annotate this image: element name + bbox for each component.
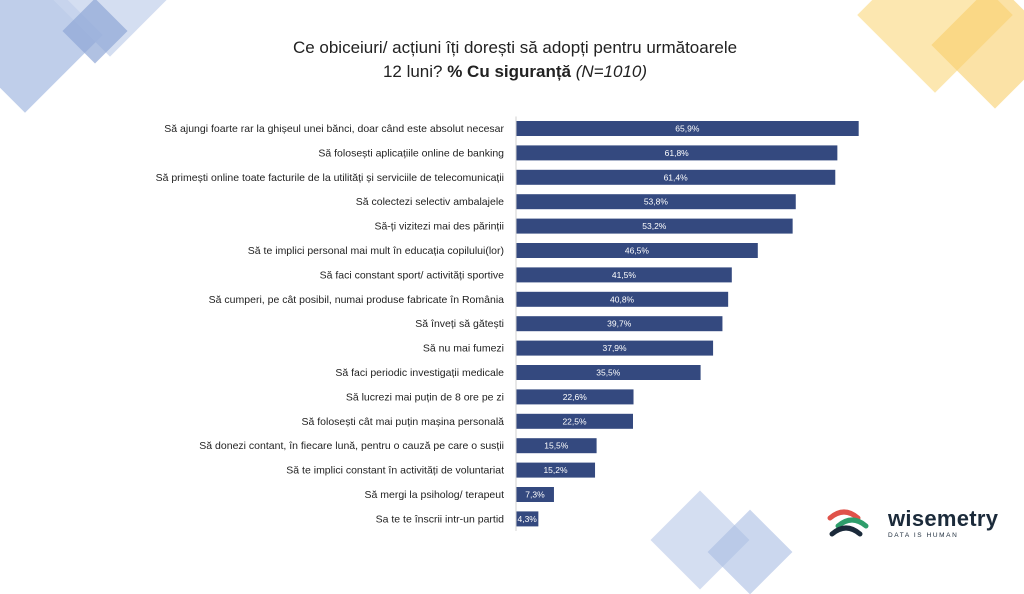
bar-value-label: 4,3% <box>517 514 537 524</box>
bar <box>516 316 723 332</box>
category-label: Să-ți vizitezi mai des părinții <box>374 221 504 233</box>
bar-value-label: 37,9% <box>602 343 627 353</box>
bar-value-label: 35,5% <box>596 368 621 378</box>
logo-mark-icon <box>827 509 869 537</box>
bar <box>516 462 596 478</box>
bar-value-label: 46,5% <box>625 246 650 256</box>
wisemetry-logo: wisemetry DATA IS HUMAN <box>826 504 1016 548</box>
category-label: Să lucrezi mai puțin de 8 ore pe zi <box>346 391 504 403</box>
bar-value-label: 7,3% <box>525 490 545 500</box>
logo-tagline: DATA IS HUMAN <box>888 532 959 539</box>
chart-title-prefix: 12 luni? <box>382 62 448 81</box>
category-label: Să colectezi selectiv ambalajele <box>356 196 504 208</box>
bar-value-label: 65,9% <box>675 124 700 134</box>
bar-value-label: 53,2% <box>642 221 667 231</box>
category-label: Să te implici constant în activități de … <box>286 465 504 477</box>
category-label: Să înveți să gătești <box>415 318 504 330</box>
category-label: Să primești online toate facturile de la… <box>156 172 504 184</box>
bar-value-label: 39,7% <box>607 319 632 329</box>
bar <box>516 389 634 405</box>
bar <box>516 218 793 234</box>
bar-value-label: 53,8% <box>644 197 669 207</box>
chart-title-bold: % Cu siguranță <box>447 62 571 81</box>
category-label: Să donezi contant, în fiecare lună, pent… <box>199 440 504 452</box>
bar <box>516 291 729 307</box>
bar <box>516 511 539 527</box>
bar <box>516 169 836 185</box>
bar-chart: 65,9% Să ajungi foarte rar la ghișeul une… <box>156 116 859 531</box>
bar-value-label: 22,6% <box>563 392 588 402</box>
category-label: Să faci periodic investigații medicale <box>335 367 504 379</box>
chart-title: Ce obiceiuri/ acțiuni îți dorești să ado… <box>210 36 820 84</box>
bar <box>516 194 796 210</box>
bar <box>516 340 714 356</box>
bar-value-label: 61,4% <box>664 172 689 182</box>
category-label: Să faci constant sport/ activități sport… <box>320 269 505 281</box>
category-label: Să mergi la psiholog/ terapeut <box>365 489 505 501</box>
category-label: Sa te te înscrii intr-un partid <box>376 513 505 525</box>
category-label: Să te implici personal mai mult în educa… <box>248 245 504 257</box>
bar <box>516 267 732 283</box>
bar <box>516 413 633 429</box>
chart-title-line1: Ce obiceiuri/ acțiuni îți dorești să ado… <box>292 38 738 57</box>
bar-value-label: 15,5% <box>544 441 569 451</box>
bar <box>516 243 758 258</box>
bar-value-label: 15,2% <box>543 465 568 475</box>
bar <box>516 487 554 502</box>
bar-value-label: 61,8% <box>665 148 690 158</box>
category-label: Să cumperi, pe cât posibil, numai produs… <box>209 294 504 306</box>
bar <box>516 438 597 454</box>
bar-value-label: 41,5% <box>612 270 637 280</box>
category-label: Să folosești cât mai puțin mașina person… <box>301 416 504 428</box>
bar <box>516 145 838 161</box>
bar <box>516 365 701 380</box>
category-label: Să ajungi foarte rar la ghișeul unei băn… <box>164 123 504 135</box>
bar-value-label: 22,5% <box>562 416 587 426</box>
bar <box>516 121 859 136</box>
chart-title-line2: 12 luni? % Cu siguranță (N=1010) <box>210 60 820 84</box>
category-label: Să folosești aplicațiile online de banki… <box>318 147 504 159</box>
category-label: Să nu mai fumezi <box>423 343 504 355</box>
chart-title-italic: (N=1010) <box>570 62 648 81</box>
bar-value-label: 40,8% <box>610 294 635 304</box>
logo-wordmark: wisemetry <box>888 506 999 531</box>
